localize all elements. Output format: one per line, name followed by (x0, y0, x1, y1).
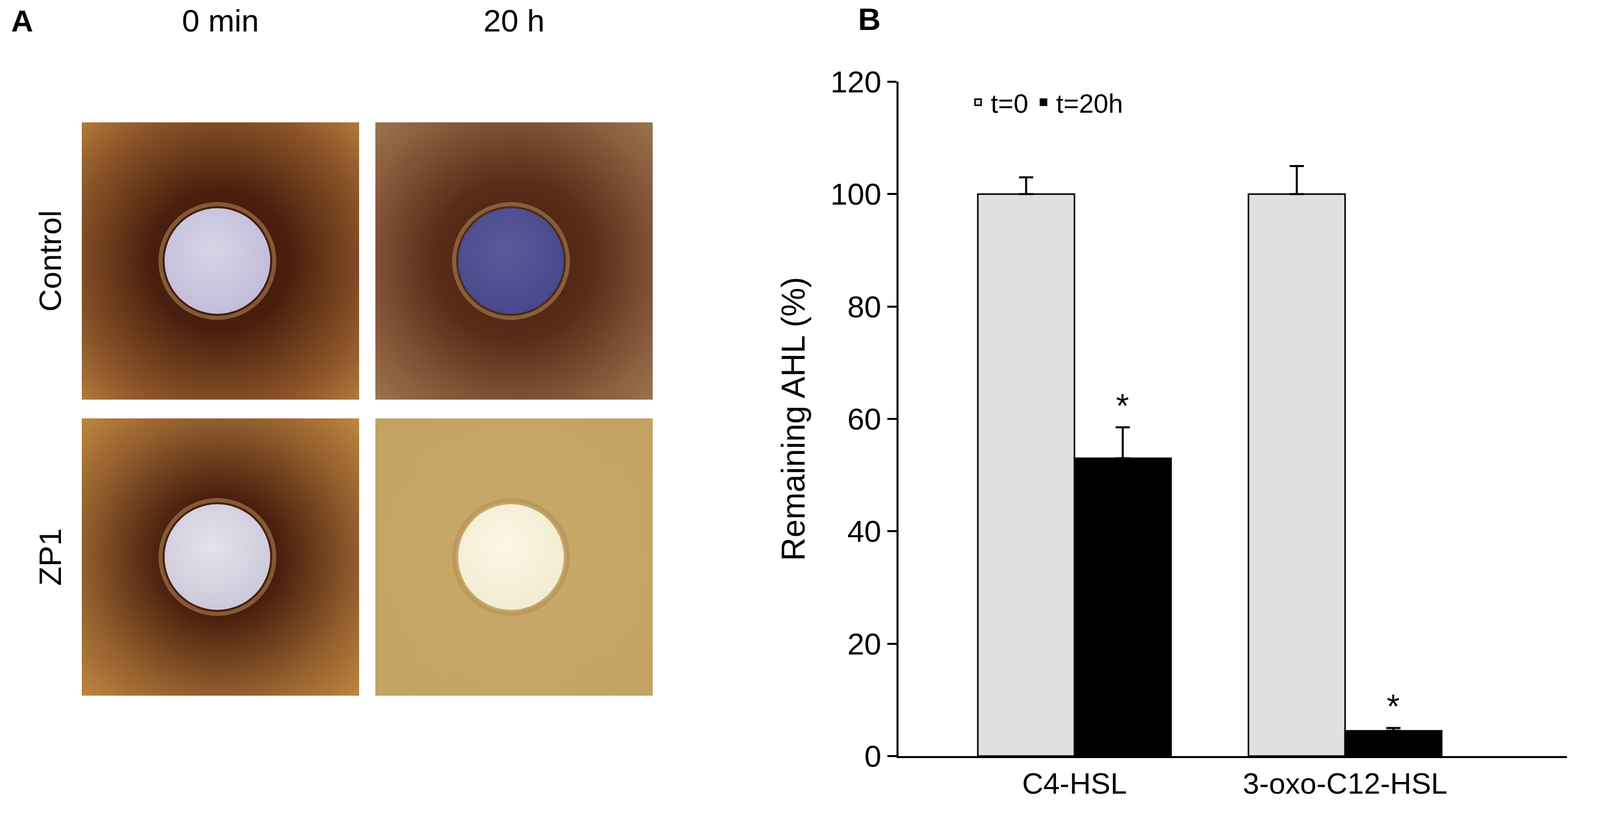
svg-text:120: 120 (830, 65, 882, 100)
svg-text:100: 100 (830, 177, 882, 212)
svg-text:40: 40 (847, 514, 882, 549)
svg-text:ZP1: ZP1 (32, 528, 68, 587)
svg-text:60: 60 (847, 402, 882, 437)
svg-text:20: 20 (847, 627, 882, 662)
svg-text:B: B (857, 1, 881, 37)
svg-text:3-oxo-C12-HSL: 3-oxo-C12-HSL (1242, 766, 1448, 800)
svg-text:*: * (1386, 687, 1400, 726)
svg-text:20 h: 20 h (483, 3, 546, 39)
svg-text:A: A (11, 4, 34, 39)
svg-text:t=0: t=0 (990, 88, 1029, 119)
svg-text:t=20h: t=20h (1056, 88, 1124, 119)
svg-text:*: * (1115, 387, 1130, 425)
svg-text:0: 0 (864, 739, 882, 774)
svg-text:C4-HSL: C4-HSL (1021, 766, 1127, 800)
svg-text:Control: Control (32, 210, 68, 312)
svg-text:80: 80 (847, 290, 882, 325)
svg-text:Remaining AHL (%): Remaining AHL (%) (775, 276, 812, 562)
svg-text:0 min: 0 min (181, 3, 260, 39)
